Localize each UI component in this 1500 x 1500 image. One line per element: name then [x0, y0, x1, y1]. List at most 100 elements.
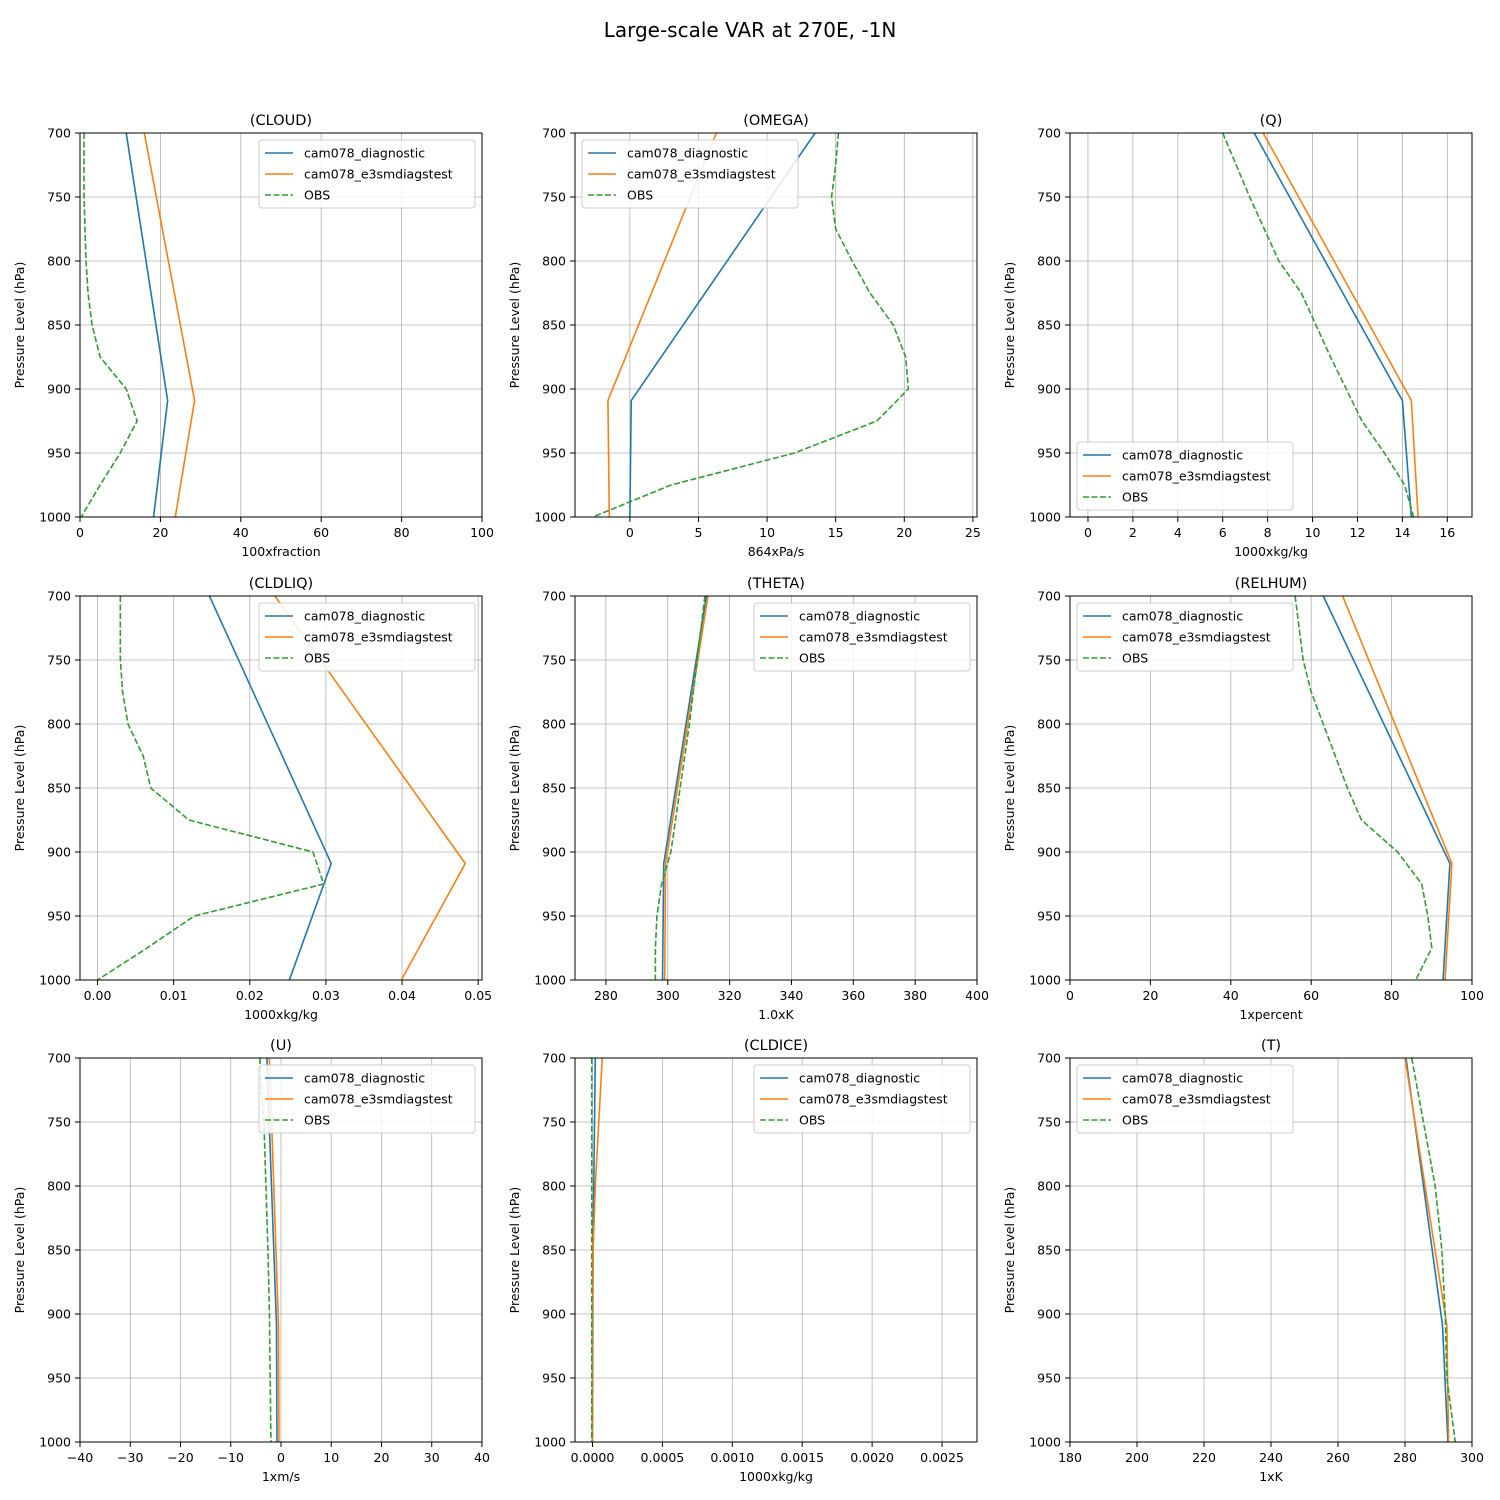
y-tick-label: 850 — [1037, 781, 1061, 796]
x-tick-label: 0.0015 — [780, 1450, 824, 1465]
y-tick-label: 800 — [1037, 717, 1061, 732]
y-tick-label: 1000 — [1029, 973, 1061, 988]
panel-q: 0 2 4 6 8 10 12 14 16 700 750 800 850 900 950 1000 (Q) 10… — [1002, 113, 1473, 559]
x-tick-label: 12 — [1350, 525, 1366, 540]
y-tick-label: 750 — [1037, 190, 1061, 205]
x-tick-label: 0.00 — [84, 988, 112, 1003]
y-tick-label: 950 — [1037, 446, 1061, 461]
y-tick-label: 1000 — [39, 510, 71, 525]
y-tick-label: 900 — [542, 1307, 566, 1322]
y-tick-label: 750 — [47, 653, 71, 668]
x-tick-label: 0 — [626, 525, 634, 540]
legend-label: cam078_e3smdiagstest — [304, 167, 453, 182]
legend-label: cam078_diagnostic — [627, 146, 748, 161]
y-axis-label: Pressure Level (hPa) — [12, 1187, 27, 1314]
y-tick-label: 850 — [47, 781, 71, 796]
series-line-obs — [654, 596, 706, 980]
x-tick-label: 0 — [76, 525, 84, 540]
legend-label: OBS — [1122, 1113, 1148, 1128]
legend-label: cam078_diagnostic — [304, 1071, 425, 1086]
x-axis-label: 100xfraction — [241, 544, 320, 559]
legend-label: OBS — [304, 651, 330, 666]
y-tick-label: 700 — [47, 589, 71, 604]
legend-label: cam078_e3smdiagstest — [799, 1092, 948, 1107]
panel-title: (RELHUM) — [1235, 576, 1308, 592]
panel-title: (THETA) — [747, 576, 805, 592]
x-tick-label: 0.0005 — [641, 1450, 685, 1465]
x-tick-label: 20 — [374, 1450, 390, 1465]
x-tick-label: 320 — [718, 988, 742, 1003]
x-tick-label: 20 — [152, 525, 168, 540]
y-tick-label: 1000 — [39, 1435, 71, 1450]
y-tick-label: 1000 — [534, 973, 566, 988]
x-tick-label: 100 — [470, 525, 494, 540]
legend-box — [258, 1064, 476, 1134]
x-tick-label: 100 — [1460, 988, 1484, 1003]
panel-title: (Q) — [1260, 113, 1283, 129]
series-line-obs — [1294, 596, 1433, 980]
series-group — [80, 133, 196, 517]
y-tick-label: 750 — [542, 653, 566, 668]
y-tick-label: 800 — [542, 254, 566, 269]
series-line-cam078-e3smdiagstest — [607, 133, 718, 517]
x-axis-label: 1xm/s — [262, 1469, 300, 1484]
y-tick-label: 950 — [47, 446, 71, 461]
y-tick-label: 800 — [542, 1179, 566, 1194]
y-tick-label: 1000 — [534, 1435, 566, 1450]
x-tick-label: 0 — [277, 1450, 285, 1465]
y-tick-label: 800 — [47, 254, 71, 269]
legend-label: cam078_diagnostic — [1122, 448, 1243, 463]
x-tick-label: 220 — [1192, 1450, 1216, 1465]
y-tick-label: 700 — [47, 1051, 71, 1066]
y-tick-label: 800 — [542, 717, 566, 732]
series-line-obs — [97, 596, 325, 980]
legend-label: OBS — [304, 188, 330, 203]
legend-box — [753, 1064, 971, 1134]
legend-label: cam078_diagnostic — [799, 1071, 920, 1086]
x-tick-label: 300 — [656, 988, 680, 1003]
panel-omega: 0 5 10 15 20 25 700 750 800 850 900 950 1000 (OMEGA) 8… — [507, 113, 981, 559]
legend: cam078_diagnostic cam078_e3smdiagstest OBS — [258, 1064, 476, 1134]
series-line-cam078-diagnostic — [266, 1058, 278, 1442]
x-tick-label: 14 — [1394, 525, 1410, 540]
x-tick-label: −40 — [67, 1450, 93, 1465]
legend-box — [1076, 602, 1294, 672]
legend-label: OBS — [304, 1113, 330, 1128]
legend-label: cam078_e3smdiagstest — [627, 167, 776, 182]
panel-title: (U) — [270, 1038, 292, 1054]
y-tick-label: 950 — [1037, 1371, 1061, 1386]
y-tick-label: 950 — [542, 909, 566, 924]
legend-box — [1076, 1064, 1294, 1134]
x-tick-label: 2 — [1129, 525, 1137, 540]
y-tick-label: 900 — [542, 845, 566, 860]
legend: cam078_diagnostic cam078_e3smdiagstest OBS — [753, 602, 971, 672]
y-tick-label: 750 — [542, 190, 566, 205]
legend-label: cam078_e3smdiagstest — [799, 630, 948, 645]
legend-label: OBS — [1122, 651, 1148, 666]
legend: cam078_diagnostic cam078_e3smdiagstest OBS — [1076, 602, 1294, 672]
y-tick-label: 900 — [47, 382, 71, 397]
series-group — [590, 1058, 604, 1442]
y-tick-label: 750 — [47, 190, 71, 205]
x-tick-label: 0.03 — [312, 988, 340, 1003]
x-tick-label: 0.0010 — [710, 1450, 754, 1465]
y-tick-label: 700 — [1037, 1051, 1061, 1066]
y-tick-label: 700 — [47, 126, 71, 141]
y-tick-label: 950 — [47, 909, 71, 924]
y-tick-label: 800 — [1037, 1179, 1061, 1194]
x-tick-label: 5 — [695, 525, 703, 540]
x-axis-label: 1xpercent — [1239, 1007, 1302, 1022]
x-tick-label: 360 — [841, 988, 865, 1003]
x-axis-label: 1000xkg/kg — [1234, 544, 1308, 559]
legend-box — [753, 602, 971, 672]
x-tick-label: 400 — [965, 988, 989, 1003]
series-line-cam078-e3smdiagstest — [1404, 1058, 1450, 1442]
x-tick-label: 380 — [903, 988, 927, 1003]
x-tick-label: −30 — [117, 1450, 143, 1465]
y-tick-label: 700 — [542, 589, 566, 604]
x-tick-label: 280 — [1393, 1450, 1417, 1465]
panel-title: (T) — [1261, 1038, 1281, 1054]
y-tick-label: 1000 — [39, 973, 71, 988]
y-axis-label: Pressure Level (hPa) — [12, 262, 27, 389]
series-line-cam078-e3smdiagstest — [143, 133, 196, 517]
